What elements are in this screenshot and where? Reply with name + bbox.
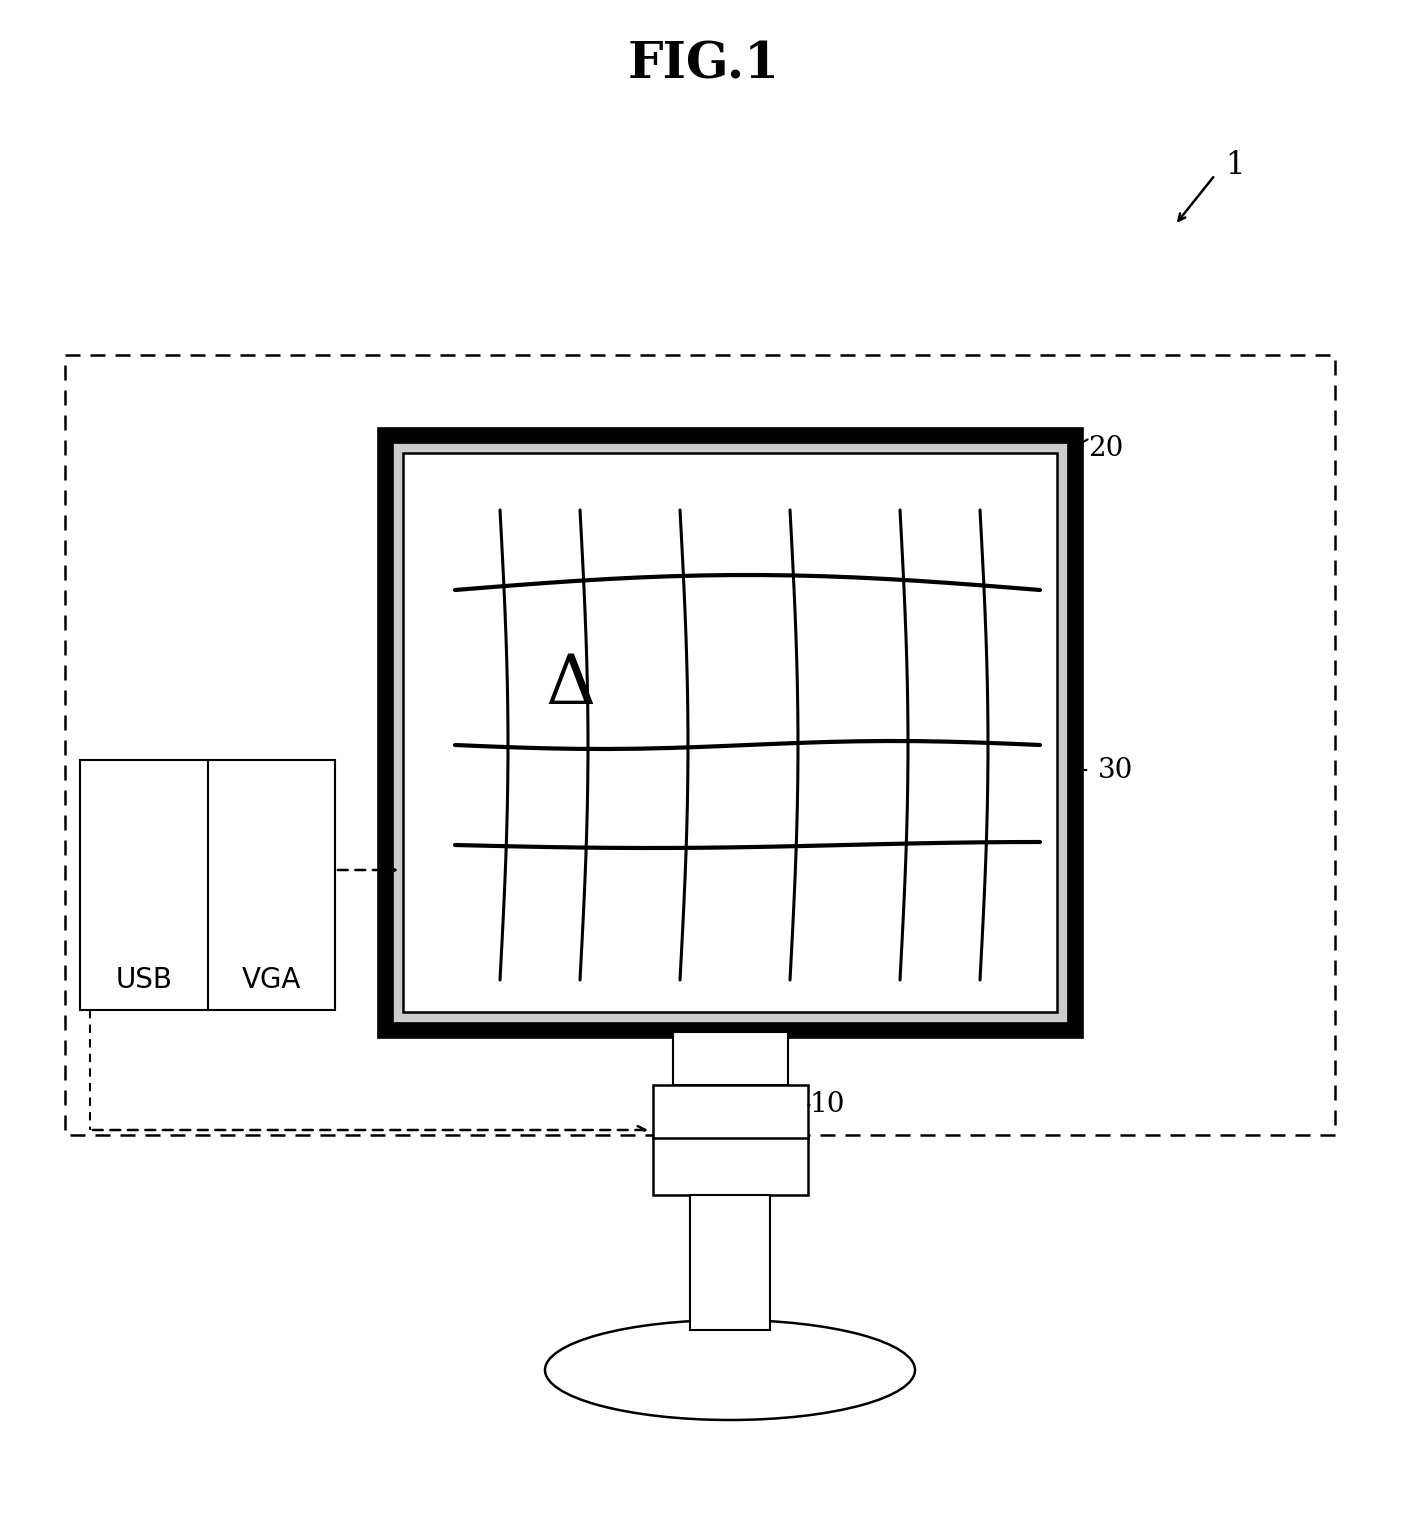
Text: USB: USB [115,967,172,994]
Bar [673,1032,788,1085]
Text: 10: 10 [810,1091,845,1119]
Bar [80,760,335,1009]
Bar [403,453,1057,1012]
Bar [653,1085,808,1195]
Text: 1: 1 [1225,149,1245,181]
Text: VGA: VGA [242,967,301,994]
Bar [384,435,1074,1031]
Text: 30: 30 [1098,757,1133,783]
Bar [690,1195,770,1330]
Text: Δ: Δ [545,652,596,717]
Text: FIG.1: FIG.1 [628,41,780,90]
Ellipse shape [545,1319,915,1420]
Text: 20: 20 [1088,435,1124,462]
